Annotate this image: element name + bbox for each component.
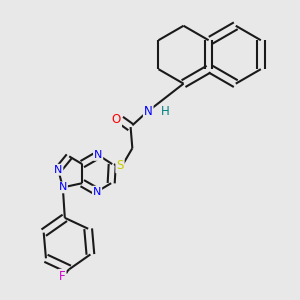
Text: N: N: [94, 150, 102, 160]
Text: N: N: [54, 165, 62, 175]
Text: S: S: [116, 159, 124, 172]
Text: N: N: [93, 187, 101, 196]
Text: F: F: [59, 270, 66, 283]
Text: O: O: [112, 113, 121, 127]
Text: H: H: [160, 105, 169, 119]
Text: N: N: [144, 105, 153, 118]
Text: N: N: [58, 182, 67, 192]
